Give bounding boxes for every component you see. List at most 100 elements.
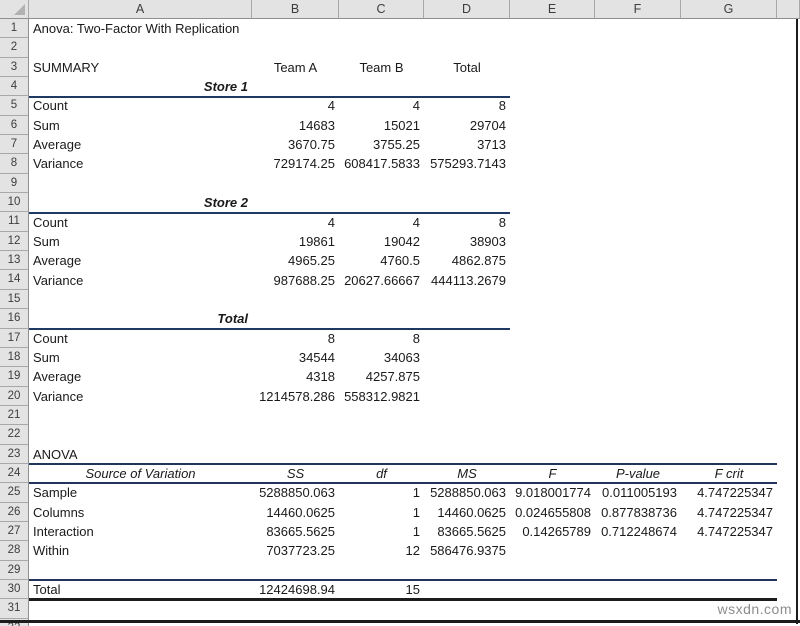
- cell-B20[interactable]: 1214578.286: [259, 388, 335, 404]
- row-header-1[interactable]: 1: [0, 19, 29, 39]
- cell-C3[interactable]: Team B: [359, 59, 404, 75]
- cell-E25[interactable]: 9.018001774: [515, 485, 591, 501]
- cell-C24[interactable]: df: [376, 466, 387, 482]
- cell-G26[interactable]: 4.747225347: [697, 504, 773, 520]
- cell-B19[interactable]: 4318: [306, 369, 335, 385]
- row-header-29[interactable]: 29: [0, 560, 29, 580]
- cell-A17[interactable]: Count: [33, 330, 68, 346]
- cell-A25[interactable]: Sample: [33, 485, 78, 501]
- row-header-5[interactable]: 5: [0, 96, 29, 116]
- cell-B13[interactable]: 4965.25: [288, 253, 335, 269]
- cell-D3[interactable]: Total: [453, 59, 481, 75]
- cell-A14[interactable]: Variance: [33, 272, 84, 288]
- cell-F25[interactable]: 0.011005193: [602, 485, 677, 501]
- cell-C20[interactable]: 558312.9821: [344, 388, 420, 404]
- cell-C18[interactable]: 34063: [383, 349, 420, 365]
- cell-B24[interactable]: SS: [286, 466, 305, 482]
- cell-C19[interactable]: 4257.875: [365, 369, 420, 385]
- row-header-13[interactable]: 13: [0, 251, 29, 271]
- cell-D24[interactable]: MS: [457, 466, 477, 482]
- cell-F27[interactable]: 0.712248674: [601, 524, 677, 540]
- cell-C25[interactable]: 1: [412, 485, 420, 501]
- column-header-C[interactable]: C: [339, 0, 424, 19]
- row-header-7[interactable]: 7: [0, 135, 29, 155]
- cell-A16[interactable]: Total: [217, 311, 248, 327]
- cell-D6[interactable]: 29704: [469, 117, 506, 133]
- row-header-18[interactable]: 18: [0, 347, 29, 368]
- cell-A18[interactable]: Sum: [33, 349, 60, 365]
- cell-A5[interactable]: Count: [33, 98, 68, 114]
- cell-C28[interactable]: 12: [405, 543, 420, 559]
- cell-A23[interactable]: ANOVA: [33, 446, 78, 462]
- cell-A26[interactable]: Columns: [33, 504, 85, 520]
- column-header-B[interactable]: B: [252, 0, 339, 19]
- cell-A11[interactable]: Count: [33, 214, 68, 230]
- cell-A3[interactable]: SUMMARY: [33, 59, 100, 75]
- cell-E26[interactable]: 0.024655808: [515, 504, 591, 520]
- row-header-30[interactable]: 30: [0, 579, 29, 600]
- cell-D28[interactable]: 586476.9375: [430, 543, 506, 559]
- cell-D26[interactable]: 14460.0625: [437, 504, 506, 520]
- cell-C12[interactable]: 19042: [383, 233, 420, 249]
- row-header-21[interactable]: 21: [0, 405, 29, 426]
- cell-D8[interactable]: 575293.7143: [430, 156, 506, 172]
- cell-G25[interactable]: 4.747225347: [697, 485, 773, 501]
- cell-B18[interactable]: 34544: [298, 349, 335, 365]
- row-header-10[interactable]: 10: [0, 193, 29, 213]
- row-header-14[interactable]: 14: [0, 270, 29, 290]
- row-header-3[interactable]: 3: [0, 57, 29, 78]
- cell-D11[interactable]: 8: [498, 214, 506, 230]
- cell-B17[interactable]: 8: [327, 330, 335, 346]
- cell-C6[interactable]: 15021: [383, 117, 420, 133]
- cell-E27[interactable]: 0.14265789: [522, 524, 591, 540]
- cell-D12[interactable]: 38903: [469, 233, 506, 249]
- cell-C30[interactable]: 15: [405, 582, 420, 598]
- cell-F24[interactable]: P-value: [615, 466, 661, 482]
- cell-A13[interactable]: Average: [33, 253, 82, 269]
- row-header-17[interactable]: 17: [0, 328, 29, 348]
- column-header-F[interactable]: F: [595, 0, 681, 19]
- row-header-24[interactable]: 24: [0, 463, 29, 484]
- select-all-corner[interactable]: [0, 0, 29, 19]
- cell-B8[interactable]: 729174.25: [273, 156, 335, 172]
- cell-A28[interactable]: Within: [33, 543, 70, 559]
- cell-B25[interactable]: 5288850.063: [259, 485, 335, 501]
- cell-A7[interactable]: Average: [33, 137, 82, 153]
- cell-B14[interactable]: 987688.25: [273, 272, 335, 288]
- row-header-19[interactable]: 19: [0, 367, 29, 387]
- cell-C14[interactable]: 20627.66667: [344, 272, 420, 288]
- cell-B7[interactable]: 3670.75: [288, 137, 335, 153]
- cell-E24[interactable]: F: [548, 466, 557, 482]
- row-header-11[interactable]: 11: [0, 212, 29, 232]
- column-header-D[interactable]: D: [424, 0, 510, 19]
- cell-C11[interactable]: 4: [412, 214, 420, 230]
- row-header-6[interactable]: 6: [0, 115, 29, 136]
- cell-A20[interactable]: Variance: [33, 388, 84, 404]
- cell-B30[interactable]: 12424698.94: [259, 582, 335, 598]
- row-header-28[interactable]: 28: [0, 541, 29, 561]
- row-header-16[interactable]: 16: [0, 309, 29, 329]
- row-header-15[interactable]: 15: [0, 289, 29, 310]
- cell-B3[interactable]: Team A: [273, 59, 318, 75]
- cell-A1[interactable]: Anova: Two-Factor With Replication: [33, 21, 240, 36]
- cell-C7[interactable]: 3755.25: [373, 137, 420, 153]
- cell-D27[interactable]: 83665.5625: [437, 524, 506, 540]
- cell-C26[interactable]: 1: [412, 504, 420, 520]
- row-header-31[interactable]: 31: [0, 599, 29, 619]
- cell-D5[interactable]: 8: [498, 98, 506, 114]
- cell-A4[interactable]: Store 1: [203, 79, 248, 95]
- cell-B28[interactable]: 7037723.25: [266, 543, 335, 559]
- cell-A19[interactable]: Average: [33, 369, 82, 385]
- cell-C8[interactable]: 608417.5833: [344, 156, 420, 172]
- cell-D14[interactable]: 444113.2679: [431, 272, 506, 288]
- cell-A10[interactable]: Store 2: [203, 195, 248, 211]
- cell-B5[interactable]: 4: [327, 98, 335, 114]
- cell-C5[interactable]: 4: [412, 98, 420, 114]
- column-header-partial[interactable]: [777, 0, 800, 19]
- row-header-25[interactable]: 25: [0, 483, 29, 503]
- cell-A27[interactable]: Interaction: [33, 524, 94, 540]
- row-header-27[interactable]: 27: [0, 521, 29, 542]
- row-header-8[interactable]: 8: [0, 154, 29, 174]
- cell-B6[interactable]: 14683: [298, 117, 335, 133]
- cell-G27[interactable]: 4.747225347: [697, 524, 773, 540]
